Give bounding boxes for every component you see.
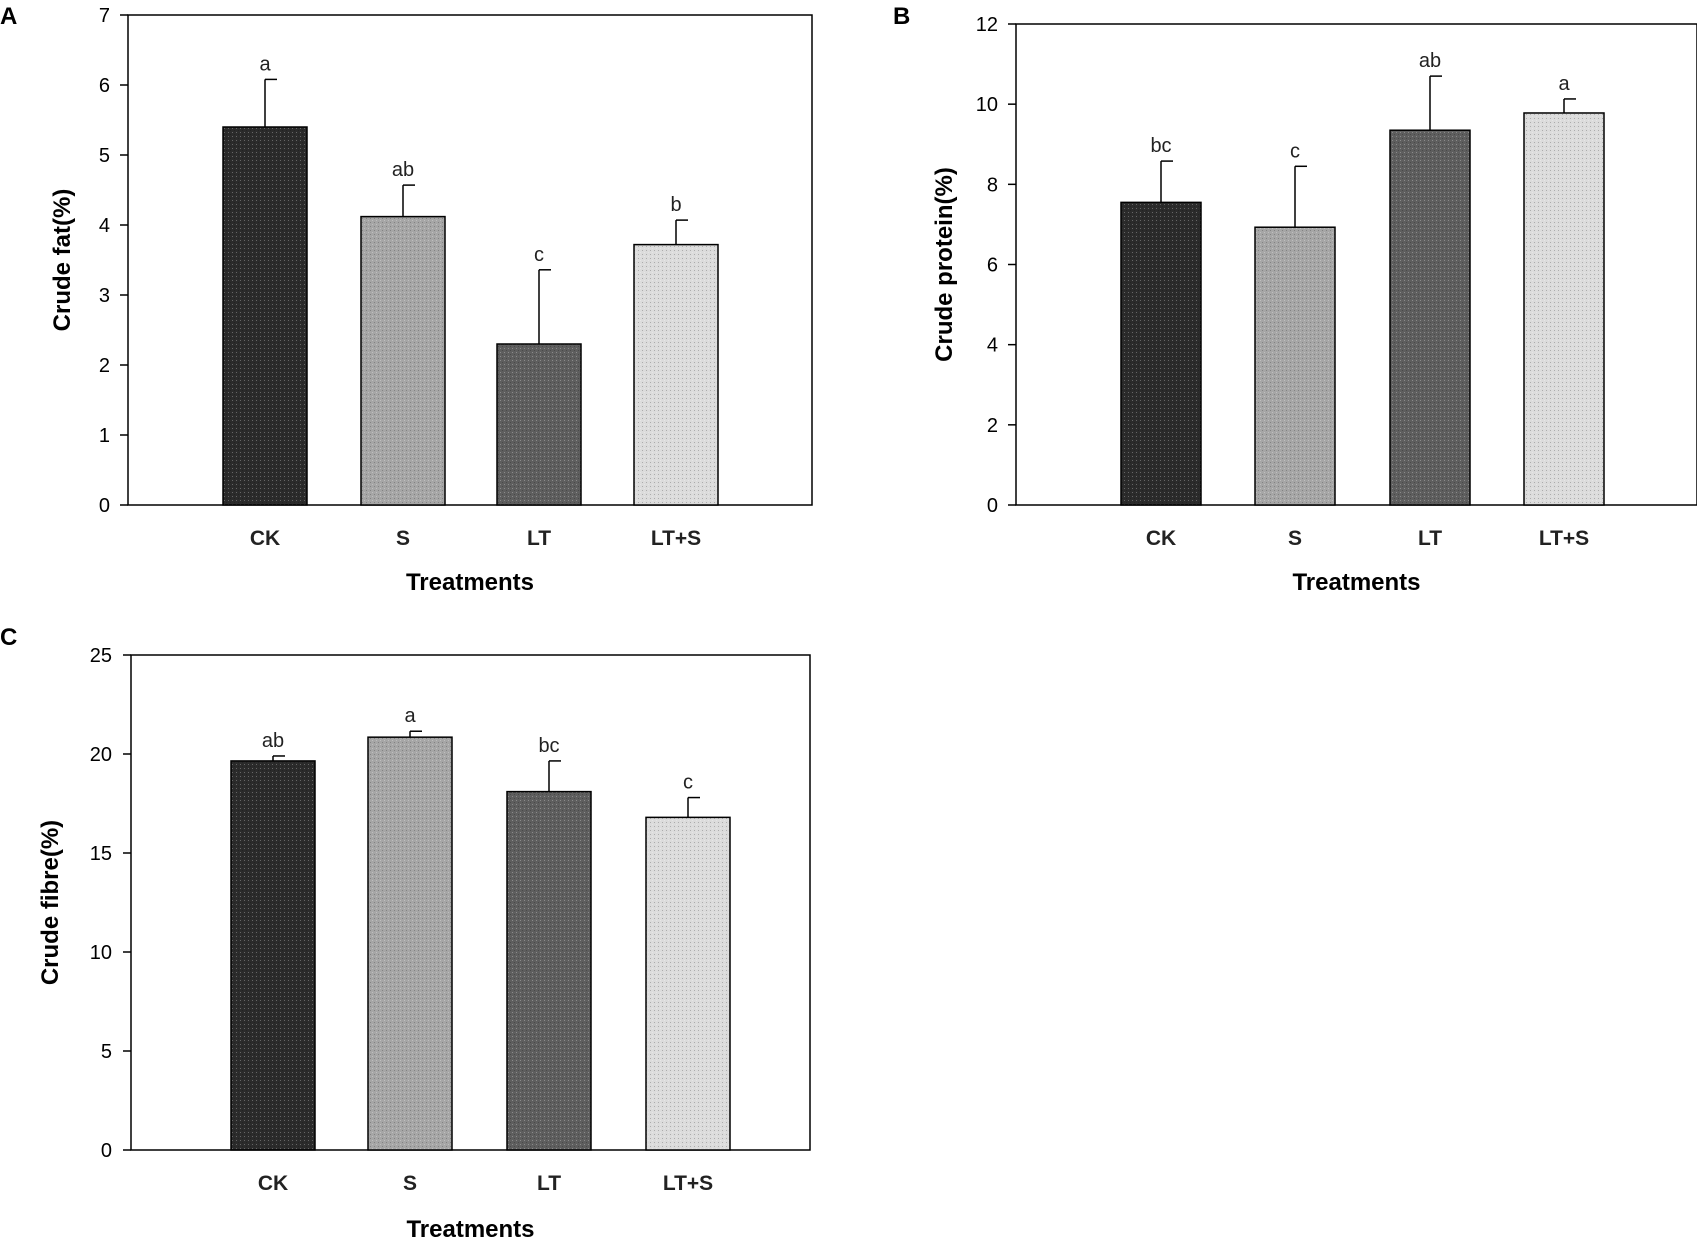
plot-frame	[130, 654, 811, 1151]
x-tick-label: LT	[527, 527, 551, 550]
bar-s	[360, 215, 446, 506]
significance-label: ab	[262, 730, 284, 752]
y-tick-label: 12	[976, 14, 998, 36]
bar-lt	[1389, 129, 1471, 506]
bar-lt-plus-s	[633, 243, 719, 506]
x-tick-label: S	[403, 1172, 417, 1195]
x-tick-label: CK	[250, 527, 280, 550]
x-tick-label: S	[396, 527, 410, 550]
significance-label: bc	[1150, 135, 1171, 157]
y-tick-label: 5	[99, 145, 110, 167]
bar-ck	[230, 760, 316, 1151]
x-tick-label: LT+S	[1539, 527, 1589, 550]
panel-letter: C	[0, 624, 17, 651]
y-tick-label: 0	[987, 495, 998, 517]
y-tick-label: 0	[101, 1140, 112, 1162]
bar-ck	[222, 126, 308, 506]
significance-label: c	[1290, 140, 1300, 162]
significance-label: bc	[538, 735, 559, 757]
x-tick-label: LT	[537, 1172, 561, 1195]
y-tick-label: 5	[101, 1041, 112, 1063]
y-tick-label: 10	[90, 942, 112, 964]
y-tick-label: 0	[99, 495, 110, 517]
y-tick-label: 1	[99, 425, 110, 447]
x-tick-label: CK	[1146, 527, 1176, 550]
x-tick-label: LT	[1418, 527, 1442, 550]
panel-letter: B	[893, 3, 910, 30]
y-tick-label: 20	[90, 744, 112, 766]
x-tick-label: LT+S	[651, 527, 701, 550]
y-tick-label: 3	[99, 285, 110, 307]
x-axis-title: Treatments	[1292, 569, 1420, 596]
panel-letter: A	[0, 3, 17, 30]
y-axis-title: Crude fibre(%)	[37, 820, 64, 985]
bar-s	[1254, 226, 1336, 506]
significance-label: a	[404, 705, 416, 727]
significance-label: b	[670, 194, 681, 216]
y-tick-label: 8	[987, 174, 998, 196]
plot-frame	[127, 14, 813, 506]
y-tick-label: 15	[90, 843, 112, 865]
y-tick-label: 6	[99, 75, 110, 97]
y-tick-label: 2	[987, 415, 998, 437]
y-tick-label: 7	[99, 5, 110, 27]
significance-label: ab	[392, 159, 414, 181]
y-axis-title: Crude fat(%)	[49, 189, 76, 332]
y-tick-label: 10	[976, 94, 998, 116]
bar-ck	[1120, 201, 1202, 506]
bar-s	[367, 736, 453, 1151]
x-tick-label: S	[1288, 527, 1302, 550]
x-axis-title: Treatments	[406, 1216, 534, 1239]
y-tick-label: 4	[99, 215, 110, 237]
significance-label: a	[259, 53, 271, 75]
y-tick-label: 6	[987, 255, 998, 277]
y-tick-label: 25	[90, 645, 112, 667]
bar-lt-plus-s	[645, 816, 731, 1151]
chart-panel-a: A 0 1 2 3 4 5 6 7 a CK ab Sc LT b LT+S Treatments Crude f…	[0, 3, 813, 596]
y-tick-label: 2	[99, 355, 110, 377]
x-axis-title: Treatments	[406, 569, 534, 596]
significance-label: c	[534, 244, 544, 266]
y-tick-label: 4	[987, 335, 998, 357]
significance-label: a	[1558, 73, 1570, 95]
x-tick-label: CK	[258, 1172, 288, 1195]
bar-lt	[496, 343, 582, 506]
chart-panel-c: C 0 5 10 15 20 25 ab CK a Sbc LT c LT+S Treatments Crud…	[0, 624, 811, 1239]
y-axis-title: Crude protein(%)	[931, 167, 958, 362]
bar-lt	[506, 790, 592, 1151]
chart-panel-b: B 0 2 4 6 8 10 12 bc CK c Sab LT a LT+S Treatments Crude…	[893, 3, 1697, 596]
significance-label: ab	[1419, 50, 1441, 72]
significance-label: c	[683, 772, 693, 794]
x-tick-label: LT+S	[663, 1172, 713, 1195]
bar-lt-plus-s	[1523, 112, 1605, 506]
